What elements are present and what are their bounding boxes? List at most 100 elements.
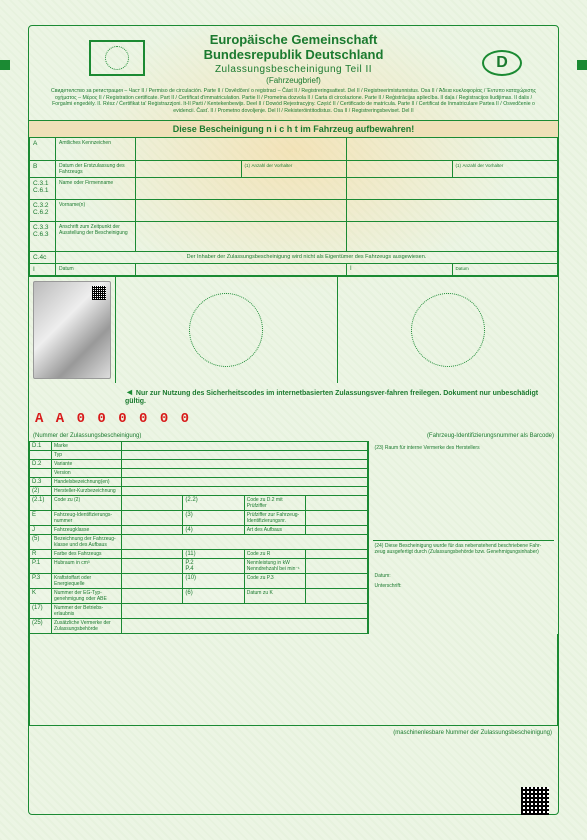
security-sticker [33, 281, 111, 379]
code-I: I [30, 263, 56, 275]
label-B: Datum der Erstzulassung des Fahrzeugs [56, 160, 136, 177]
lower-field2 [306, 589, 367, 604]
lower-label: Hubraum in cm³ [52, 559, 122, 574]
header-line4: (Fahrzeugbrief) [37, 76, 550, 85]
lower-field [122, 478, 368, 487]
edge-marker-left [0, 60, 10, 70]
code-C31: C.3.1 C.6.1 [30, 177, 56, 199]
box-24: (24) Diese Bescheinigung wurde für das n… [373, 541, 554, 567]
lower-field2 [306, 511, 367, 526]
lower-code: P.3 [30, 574, 52, 589]
lower-grid: D.1MarkeTypD.2VarianteVersionD.3Handelsb… [29, 441, 368, 634]
stamp-area-2 [337, 277, 559, 383]
eu-flag-icon [89, 40, 145, 76]
lower-label: Fahrzeugklasse [52, 526, 122, 535]
lower-code: D.2 [30, 460, 52, 469]
lower-midcode: (6) [183, 589, 244, 604]
code-I-2: I [347, 263, 453, 275]
serial-number: A A 0 0 0 0 0 0 [29, 409, 558, 431]
lower-midlabel: Datum zu K [244, 589, 305, 604]
lower-field [122, 460, 368, 469]
lower-code [30, 469, 52, 478]
lower-field [122, 487, 368, 496]
lower-midcode: (10) [183, 574, 244, 589]
datum-label: Datum: [373, 567, 554, 581]
field-B-2 [347, 160, 453, 177]
lower-field [122, 550, 183, 559]
lower-field2 [306, 496, 367, 511]
lower-label: Version [52, 469, 122, 478]
lower-field [122, 535, 368, 550]
lower-midlabel: Nennleistung in kW Nenndrehzahl bei min⁻… [244, 559, 305, 574]
lower-label: Hersteller-Kurzbezeichnung [52, 487, 122, 496]
upper-grid: A Amtliches Kennzeichen B Datum der Erst… [29, 138, 558, 276]
code-A: A [30, 138, 56, 160]
field-C32-1 [136, 199, 347, 221]
lower-field [122, 451, 368, 460]
lower-field2 [306, 526, 367, 535]
lower-label: Handelsbezeichnung(en) [52, 478, 122, 487]
lower-label: Zusätzliche Vermerke der Zulassungsbehör… [52, 619, 122, 634]
stamp-area-1 [115, 277, 337, 383]
document-frame: D Europäische Gemeinschaft Bundesrepubli… [28, 25, 559, 815]
lower-midlabel: Code zu R [244, 550, 305, 559]
lower-label: Typ [52, 451, 122, 460]
label-I: Datum [56, 263, 136, 275]
lower-field [122, 619, 368, 634]
footer-note: (maschinenlesbare Nummer der Zulassungsb… [29, 726, 558, 738]
lower-field [122, 469, 368, 478]
lower-midcode: (3) [183, 511, 244, 526]
right-column: (23) Raum für interne Vermerke des Herst… [368, 441, 558, 634]
code-C4c: C.4c [30, 251, 56, 263]
lower-code: R [30, 550, 52, 559]
lower-code: P.1 [30, 559, 52, 574]
lower-field2 [306, 574, 367, 589]
lower-field [122, 496, 183, 511]
lower-label: Marke [52, 442, 122, 451]
security-row [29, 276, 558, 383]
lower-label: Nummer der EG-Typ-genehmigung oder ABE [52, 589, 122, 604]
lower-field [122, 589, 183, 604]
field-I-1 [136, 263, 347, 275]
lower-field [122, 511, 183, 526]
field-B-sub2: (1) Anzahl der Vorhalter [452, 160, 558, 177]
blank-area [29, 634, 558, 726]
lower-field [122, 526, 183, 535]
lower-midlabel: Prüfziffer zur Fahrzeug-Identifizierungs… [244, 511, 305, 526]
lower-midlabel: Art des Aufbaus [244, 526, 305, 535]
country-badge: D [482, 50, 522, 76]
lower-code: D.1 [30, 442, 52, 451]
lower-code: (25) [30, 619, 52, 634]
lower-field [122, 559, 183, 574]
code-B: B [30, 160, 56, 177]
caption-left: (Nummer der Zulassungsbescheinigung) [33, 433, 141, 439]
lower-code: (2.1) [30, 496, 52, 511]
unterschrift-label: Unterschrift: [373, 581, 554, 591]
label-C33: Anschrift zum Zeitpunkt der Ausstellung … [56, 221, 136, 251]
field-C31-2 [347, 177, 558, 199]
lower-label: Bezeichnung der Fahrzeug-klasse und des … [52, 535, 122, 550]
label-A: Amtliches Kennzeichen [56, 138, 136, 160]
field-C32-2 [347, 199, 558, 221]
caption-row: (Nummer der Zulassungsbescheinigung) (Fa… [29, 431, 558, 441]
field-C31-1 [136, 177, 347, 199]
field-A-2 [347, 138, 558, 160]
field-C33-2 [347, 221, 558, 251]
label-C31: Name oder Firmenname [56, 177, 136, 199]
lower-code: E [30, 511, 52, 526]
lower-label: Fahrzeug-Identifizierungs-nummer [52, 511, 122, 526]
label-I-2: Datum [452, 263, 558, 275]
lower-label: Variante [52, 460, 122, 469]
lower-code: (17) [30, 604, 52, 619]
caption-right: (Fahrzeug-Identifizierungsnummer als Bar… [427, 433, 554, 439]
lower-midlabel: Code zu P.3 [244, 574, 305, 589]
label-C32: Vorname(n) [56, 199, 136, 221]
edge-marker-right [577, 60, 587, 70]
text-C4c: Der Inhaber der Zulassungsbescheinigung … [56, 251, 558, 263]
qr-code-icon [521, 787, 549, 815]
lower-midcode: (2.2) [183, 496, 244, 511]
translations: Свидетелство за регистрация – Част II / … [37, 85, 550, 118]
lower-label: Code zu (2) [52, 496, 122, 511]
lower-code: (5) [30, 535, 52, 550]
code-C33: C.3.3 C.6.3 [30, 221, 56, 251]
